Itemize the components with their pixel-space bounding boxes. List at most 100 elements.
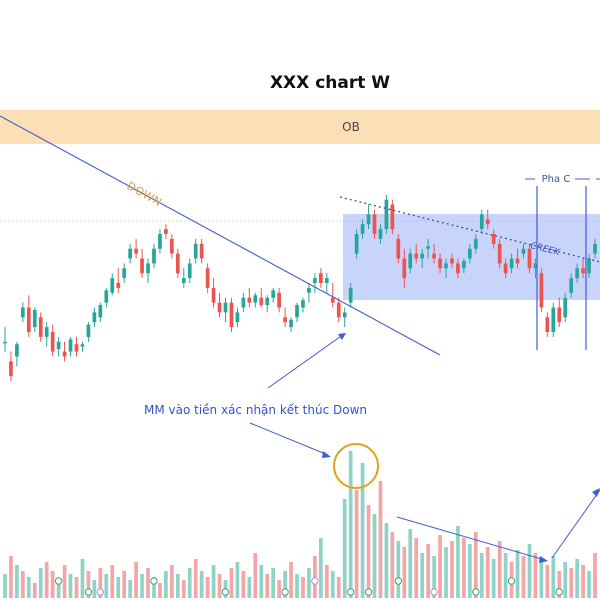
volume-bar — [396, 541, 401, 598]
event-marker — [394, 577, 403, 585]
candle-body — [3, 341, 7, 344]
candle-body — [372, 214, 377, 234]
candle-body — [575, 268, 579, 279]
candle-body — [146, 263, 150, 274]
event-marker — [150, 577, 158, 585]
candle-body — [253, 295, 258, 303]
volume-bar — [539, 559, 544, 598]
volume-bar — [56, 580, 61, 598]
volume-bar — [235, 562, 240, 598]
volume-bar — [164, 571, 168, 598]
candle-body — [9, 361, 13, 377]
candle-body — [330, 297, 335, 303]
candle — [74, 336, 79, 357]
candle — [509, 253, 514, 274]
candle — [587, 253, 591, 279]
candle — [539, 268, 544, 313]
candle — [199, 238, 204, 264]
candle-body — [98, 305, 103, 318]
volume-rise-arrow-head — [592, 488, 600, 497]
volume-bar — [265, 574, 270, 598]
volume-bar — [187, 568, 192, 598]
candle-body — [283, 317, 287, 323]
candle-body — [271, 290, 276, 298]
volume-bar — [307, 568, 311, 598]
volume-bar — [384, 523, 389, 598]
candle — [330, 283, 335, 308]
candle-body — [21, 307, 25, 318]
volume-bar — [122, 571, 127, 598]
candle — [342, 307, 347, 328]
candle-body — [348, 287, 353, 303]
volume-bar — [432, 556, 436, 598]
volume-decline-arrow — [396, 516, 546, 561]
volume-bar — [9, 556, 13, 598]
volume-bar — [181, 580, 186, 598]
candle — [187, 258, 192, 283]
candle-body — [444, 263, 448, 269]
candle-body — [593, 243, 597, 254]
event-marker — [96, 588, 105, 596]
candle-body — [235, 312, 240, 323]
candle-body — [199, 243, 204, 259]
volume-bar — [313, 556, 317, 598]
candle — [545, 312, 550, 337]
candle-body — [426, 246, 430, 249]
candle — [26, 295, 31, 337]
event-marker — [364, 588, 373, 596]
event-marker — [346, 588, 355, 596]
candle — [193, 238, 198, 264]
candle-body — [384, 199, 389, 230]
volume-bar — [336, 577, 341, 598]
candle-body — [116, 283, 121, 288]
candle — [253, 292, 258, 308]
candle — [414, 243, 419, 264]
candle — [164, 224, 168, 239]
candle — [503, 258, 508, 279]
candle-body — [545, 317, 550, 332]
phase-c-label: Pha C — [542, 174, 571, 185]
candle-body — [277, 292, 281, 308]
candle — [181, 268, 186, 288]
volume-bar — [92, 580, 97, 598]
candle — [152, 243, 156, 269]
candle — [301, 297, 305, 313]
candle — [38, 312, 43, 342]
candle — [551, 302, 556, 337]
candle — [450, 253, 454, 269]
candle — [170, 234, 174, 259]
candle — [235, 307, 240, 328]
candle — [15, 341, 19, 367]
candle-body — [354, 234, 359, 254]
volume-bar — [104, 574, 109, 598]
candle-body — [563, 297, 568, 318]
candle-body — [366, 214, 371, 225]
volume-bar — [50, 571, 55, 598]
candle — [32, 307, 37, 332]
volume-bar — [158, 583, 162, 598]
volume-bar — [128, 580, 132, 598]
candle — [569, 273, 574, 298]
volume-bars — [3, 451, 597, 598]
candlesticks — [3, 194, 597, 381]
candle-body — [319, 273, 323, 283]
volume-bar — [372, 514, 377, 598]
candle-body — [295, 305, 299, 318]
candle — [68, 336, 73, 357]
event-marker — [54, 577, 63, 585]
candle-body — [456, 263, 460, 274]
event-marker — [507, 577, 516, 585]
volume-bar — [211, 565, 216, 598]
candle-body — [181, 278, 186, 283]
candle-body — [289, 319, 293, 328]
candle — [21, 302, 25, 323]
volume-bar — [485, 547, 490, 598]
candle-body — [164, 229, 168, 234]
volume-bar — [444, 547, 448, 598]
volume-bar — [271, 568, 276, 598]
candle — [62, 341, 67, 362]
volume-bar — [116, 577, 121, 598]
candle — [497, 238, 502, 269]
candle-body — [509, 258, 514, 269]
